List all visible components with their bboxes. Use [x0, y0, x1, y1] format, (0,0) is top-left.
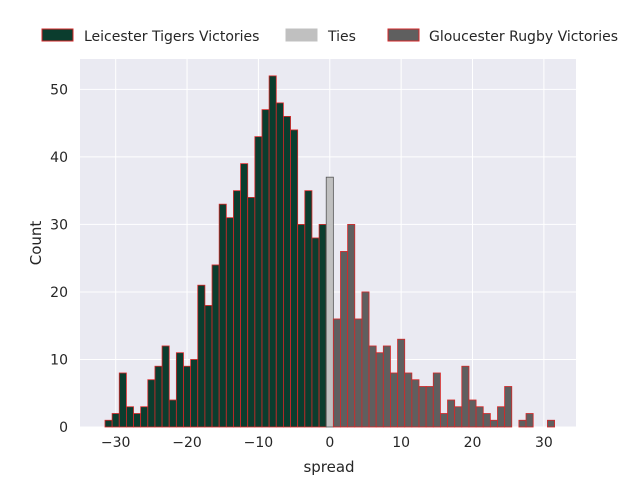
- bar-leicester: [190, 359, 199, 428]
- bar-gloucester: [340, 251, 349, 428]
- y-tick-label: 40: [50, 150, 68, 166]
- bar-gloucester: [518, 419, 527, 428]
- bar-leicester: [161, 345, 170, 428]
- bar-gloucester: [447, 399, 456, 428]
- y-tick-label: 10: [50, 352, 68, 368]
- bar-gloucester: [368, 345, 377, 428]
- bar-gloucester: [397, 338, 406, 428]
- bar-leicester: [275, 102, 284, 428]
- legend-swatch: [387, 28, 420, 42]
- bar-gloucester: [375, 352, 384, 428]
- bar-gloucester: [354, 318, 363, 428]
- bar-gloucester: [497, 406, 506, 428]
- bar-gloucester: [432, 372, 441, 428]
- bar-gloucester: [361, 291, 370, 428]
- y-tick-label: 50: [50, 82, 68, 98]
- bar-leicester: [140, 406, 149, 428]
- bar-leicester: [233, 190, 241, 428]
- bar-leicester: [183, 365, 192, 428]
- bar-leicester: [297, 224, 306, 428]
- x-tick-label: 10: [392, 435, 410, 451]
- bar-gloucester: [547, 419, 555, 428]
- legend-label: Gloucester Rugby Victories: [429, 29, 618, 45]
- bar-leicester: [218, 203, 227, 428]
- bar-gloucester: [489, 419, 498, 428]
- x-tick-label: 30: [535, 435, 553, 451]
- x-tick-label: −20: [172, 435, 202, 451]
- bar-leicester: [104, 419, 113, 428]
- bar-gloucester: [454, 406, 463, 428]
- x-axis-ticks: −30 −20 −10 0 10 20 30: [101, 435, 553, 451]
- bar-leicester: [125, 406, 134, 428]
- bar-leicester: [318, 224, 327, 428]
- y-axis-label: Count: [27, 221, 45, 266]
- bar-gloucester: [475, 406, 484, 428]
- x-tick-label: −10: [244, 435, 274, 451]
- legend-label: Leicester Tigers Victories: [84, 29, 259, 45]
- bar-gloucester: [411, 379, 420, 428]
- bar-leicester: [247, 197, 256, 428]
- y-tick-label: 20: [50, 285, 68, 301]
- bar-leicester: [311, 237, 320, 428]
- y-tick-label: 0: [59, 420, 68, 436]
- x-axis-label: spread: [303, 458, 354, 476]
- bars: [104, 75, 555, 428]
- bar-gloucester: [347, 224, 356, 428]
- bar-leicester: [211, 264, 220, 428]
- bar-leicester: [282, 115, 291, 428]
- bar-gloucester: [425, 386, 434, 428]
- bar-leicester: [254, 136, 263, 428]
- bar-leicester: [240, 163, 249, 428]
- legend: Leicester Tigers Victories Ties Gloucester…: [41, 28, 618, 45]
- bar-leicester: [197, 284, 206, 428]
- bar-gloucester: [461, 365, 470, 428]
- y-tick-label: 30: [50, 217, 68, 233]
- bar-gloucester: [332, 318, 341, 428]
- bar-leicester: [268, 75, 277, 428]
- bar-gloucester: [418, 386, 427, 428]
- bar-gloucester: [390, 372, 398, 428]
- x-tick-label: 0: [325, 435, 334, 451]
- bar-leicester: [168, 399, 177, 428]
- bar-gloucester: [525, 413, 534, 428]
- x-tick-label: −30: [101, 435, 131, 451]
- y-axis-ticks: 0 10 20 30 40 50: [50, 82, 68, 436]
- bar-leicester: [118, 372, 127, 428]
- legend-label: Ties: [327, 29, 356, 45]
- legend-swatch: [41, 28, 74, 42]
- bar-gloucester: [504, 386, 513, 428]
- bar-leicester: [204, 305, 213, 428]
- bar-leicester: [154, 365, 163, 428]
- bar-leicester: [304, 190, 313, 428]
- bar-gloucester: [404, 372, 413, 428]
- bar-gloucester: [482, 413, 491, 428]
- bar-ties: [325, 176, 334, 428]
- bar-gloucester: [468, 399, 477, 428]
- bar-leicester: [290, 129, 299, 428]
- x-tick-label: 20: [464, 435, 482, 451]
- bar-gloucester: [439, 413, 448, 428]
- legend-swatch: [285, 28, 318, 42]
- bar-leicester: [261, 109, 270, 428]
- bar-leicester: [133, 413, 142, 428]
- bar-gloucester: [382, 345, 391, 428]
- bar-leicester: [225, 217, 234, 428]
- bar-leicester: [175, 352, 184, 428]
- bar-leicester: [147, 379, 156, 428]
- bar-leicester: [111, 413, 120, 428]
